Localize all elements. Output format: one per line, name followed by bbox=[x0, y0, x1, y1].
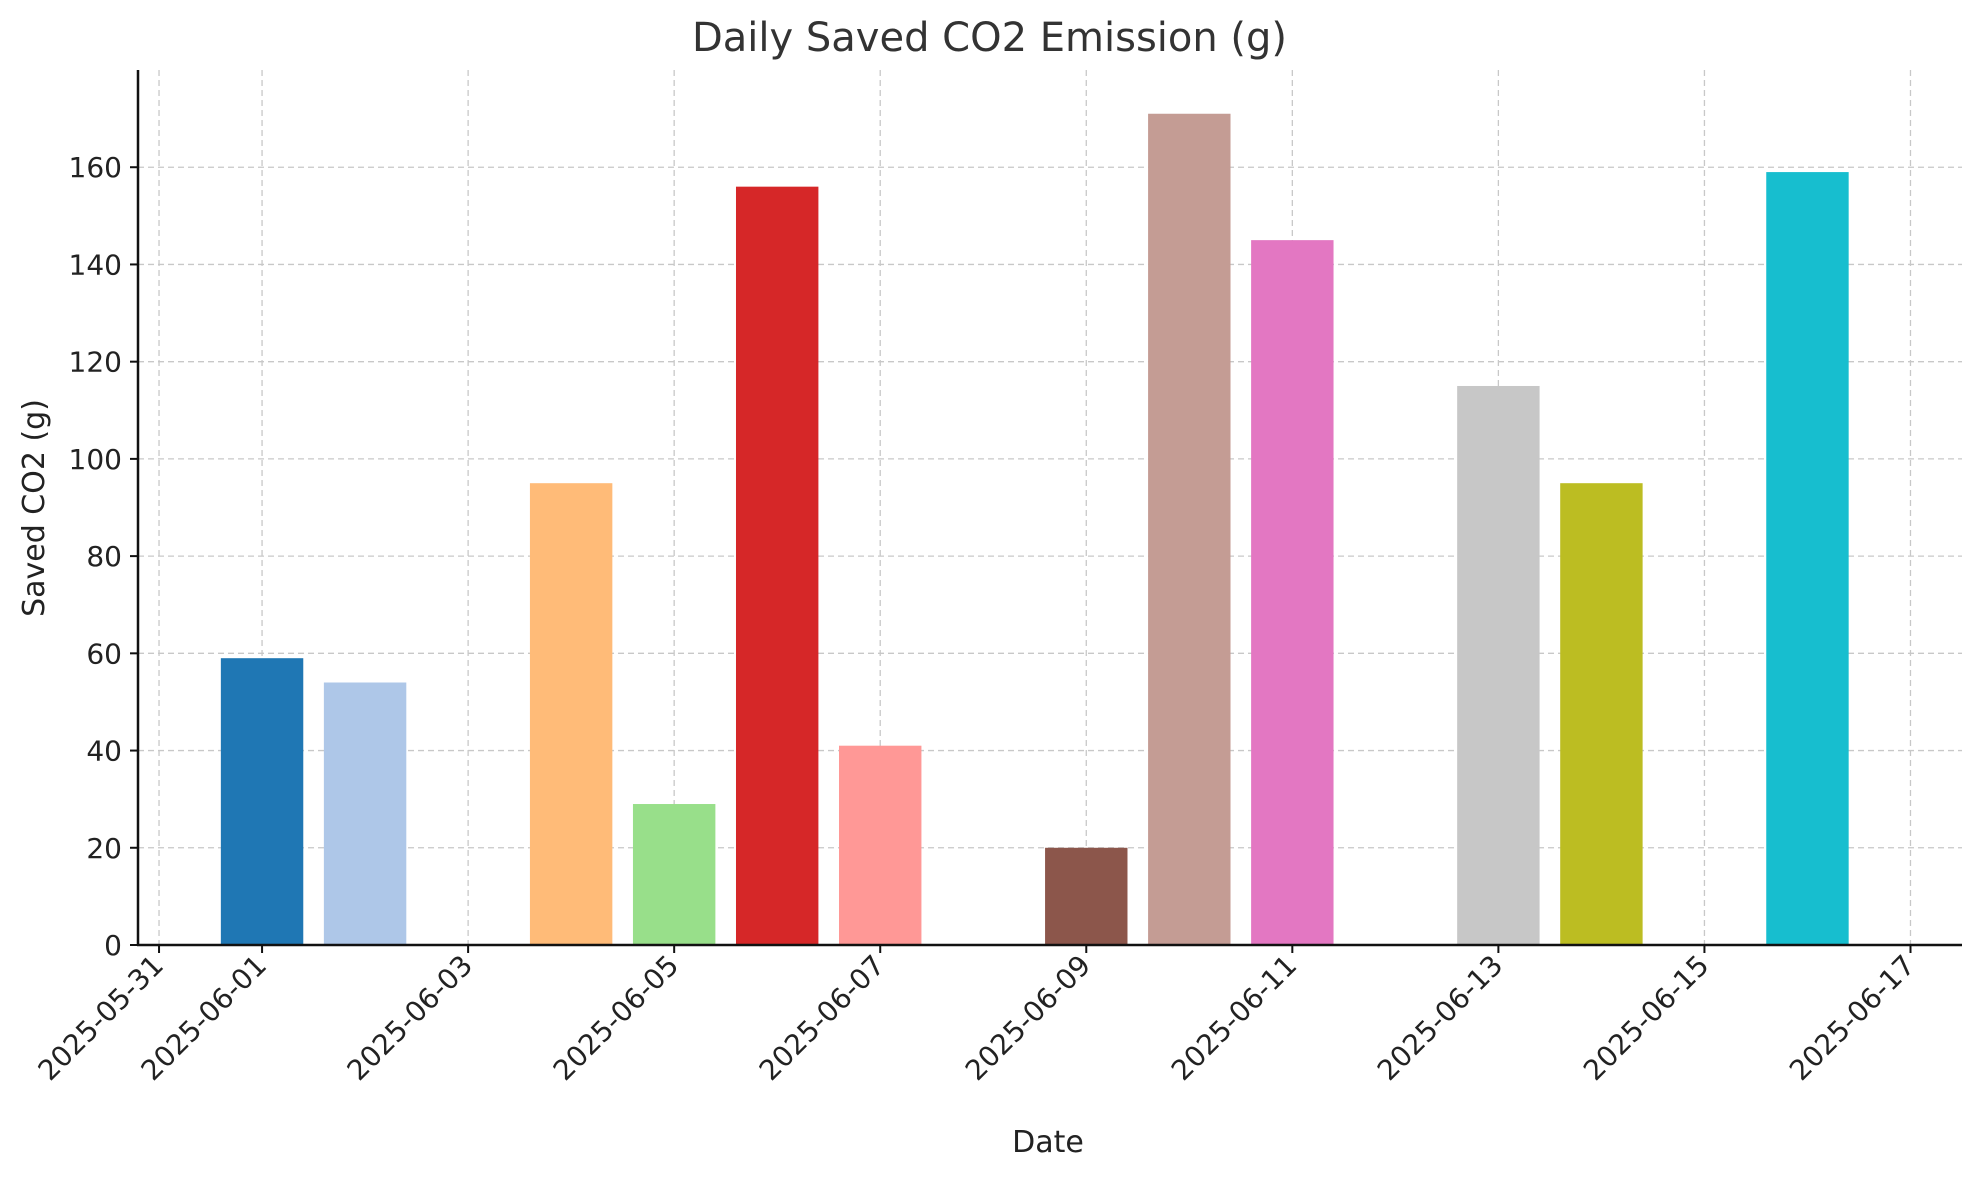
y-tick-label: 160 bbox=[69, 151, 122, 184]
bar-2025-06-04 bbox=[529, 483, 613, 945]
gridlines bbox=[138, 70, 1962, 945]
x-tick-label: 2025-06-11 bbox=[1165, 949, 1303, 1087]
y-tick-label: 20 bbox=[86, 832, 122, 865]
y-tick-label: 0 bbox=[104, 929, 122, 962]
bar-2025-06-09 bbox=[1045, 847, 1128, 945]
bar-2025-06-01 bbox=[220, 658, 304, 945]
y-tick-label: 100 bbox=[69, 443, 122, 476]
bar-2025-06-11 bbox=[1251, 240, 1334, 945]
x-tick-label: 2025-06-03 bbox=[341, 949, 479, 1087]
bar-2025-06-10 bbox=[1148, 113, 1231, 945]
x-tick-label: 2025-06-05 bbox=[547, 949, 685, 1087]
y-tick-label: 140 bbox=[69, 248, 122, 281]
bar-2025-06-07 bbox=[839, 745, 922, 945]
bar-2025-06-13 bbox=[1457, 385, 1540, 945]
x-axis-label: Date bbox=[1012, 1125, 1084, 1160]
y-axis-label: Saved CO2 (g) bbox=[17, 399, 52, 617]
bars bbox=[220, 113, 1849, 946]
y-tick-label: 60 bbox=[86, 637, 122, 670]
y-tick-label: 80 bbox=[86, 540, 122, 573]
bar-2025-06-16 bbox=[1766, 172, 1849, 946]
bar-2025-06-06 bbox=[735, 186, 819, 945]
y-tick-label: 120 bbox=[69, 346, 122, 379]
x-tick-label: 2025-06-15 bbox=[1577, 949, 1715, 1087]
bar-2025-06-14 bbox=[1560, 483, 1643, 945]
x-tick-label: 2025-06-13 bbox=[1371, 949, 1509, 1087]
x-tick-label: 2025-06-07 bbox=[753, 949, 891, 1087]
bar-2025-06-02 bbox=[323, 682, 407, 945]
y-tick-label: 40 bbox=[86, 735, 122, 768]
chart-title: Daily Saved CO2 Emission (g) bbox=[691, 15, 1288, 61]
bar-2025-06-05 bbox=[632, 804, 716, 945]
x-tick-label: 2025-06-09 bbox=[959, 949, 1097, 1087]
axes bbox=[130, 70, 1962, 953]
x-tick-label: 2025-06-17 bbox=[1783, 949, 1921, 1087]
